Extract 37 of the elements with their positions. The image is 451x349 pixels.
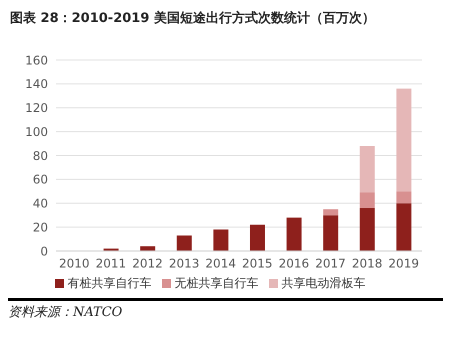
x-tick-label: 2015 <box>242 256 273 271</box>
x-tick-label: 2017 <box>315 256 346 271</box>
x-tick-label: 2016 <box>278 256 310 271</box>
bar <box>250 224 265 251</box>
y-tick-label: 60 <box>32 172 48 187</box>
bar <box>360 146 375 193</box>
y-tick-label: 120 <box>25 101 48 116</box>
y-tick-label: 40 <box>32 196 48 211</box>
x-tick-label: 2010 <box>59 256 90 271</box>
y-tick-label: 0 <box>40 244 48 258</box>
x-tick-label: 2013 <box>168 256 200 271</box>
x-tick-label: 2014 <box>205 256 236 271</box>
y-tick-label: 80 <box>32 148 48 163</box>
text: 资料来源：NATCO <box>8 304 124 321</box>
y-tick-label: 20 <box>32 220 48 234</box>
y-tick-label: 100 <box>25 124 48 139</box>
x-tick-label: 2011 <box>96 256 126 271</box>
bar <box>176 235 192 251</box>
bar <box>323 209 338 216</box>
bar <box>323 215 338 251</box>
chart-title: 图表 28：2010-2019 美国短途出行方式次数统计（百万次） <box>9 10 376 28</box>
bar <box>140 246 156 251</box>
y-tick-label: 140 <box>25 77 48 92</box>
x-tick-label: 2018 <box>352 256 382 271</box>
bar <box>396 203 412 251</box>
bar <box>396 191 412 204</box>
legend-label: 无桩共享自行车 <box>174 276 258 290</box>
x-tick-label: 2019 <box>388 256 419 271</box>
bar <box>360 192 375 208</box>
bar <box>213 230 228 251</box>
bar <box>396 88 412 192</box>
legend-label: 有桩共享自行车 <box>68 276 152 290</box>
bar <box>286 218 302 251</box>
bar <box>360 208 375 251</box>
x-tick-label: 2012 <box>132 256 163 271</box>
legend-label: 共享电动滑板车 <box>282 276 366 290</box>
y-tick-label: 160 <box>25 53 48 68</box>
